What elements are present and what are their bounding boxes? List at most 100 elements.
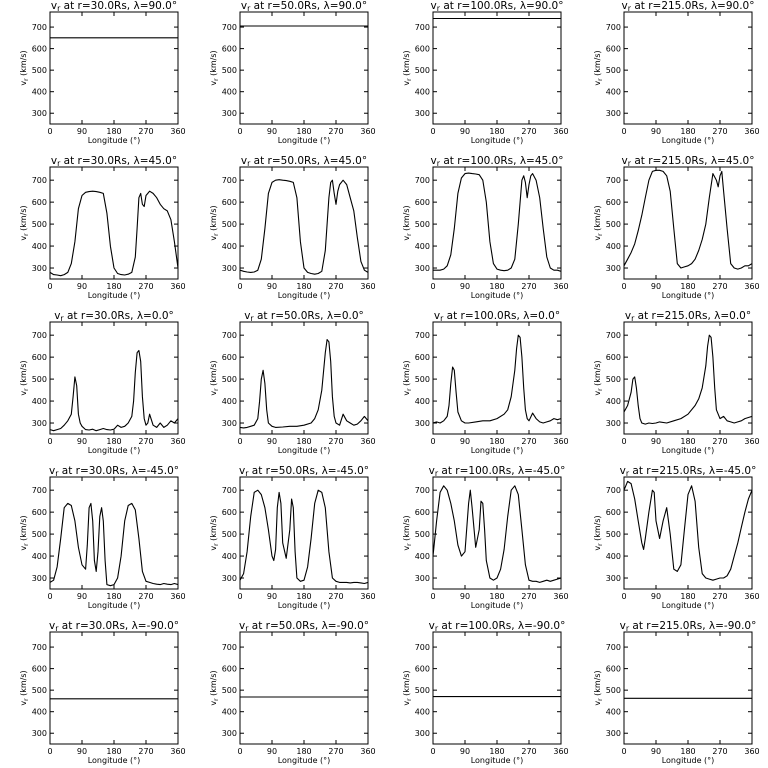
x-tick-label: 0 — [237, 747, 242, 756]
panel-0-3: vr at r=215.0Rs, λ=90.0° 0 90 180 270 360 300 4… — [593, 0, 760, 145]
y-tick-label: 500 — [32, 530, 47, 539]
x-tick-label: 360 — [170, 282, 185, 291]
x-axis-label: Longitude (°) — [471, 756, 524, 765]
y-tick-label: 700 — [606, 486, 621, 495]
x-tick-label: 270 — [138, 437, 153, 446]
x-tick-label: 180 — [489, 747, 504, 756]
y-tick-label: 400 — [415, 552, 430, 561]
series-line-0 — [624, 334, 752, 425]
x-tick-label: 270 — [712, 747, 727, 756]
y-tick-label: 600 — [606, 198, 621, 207]
chart-title: vr at r=215.0Rs, λ=45.0° — [622, 155, 755, 168]
x-tick-label: 90 — [267, 747, 277, 756]
x-tick-label: 180 — [489, 437, 504, 446]
chart-title: vr at r=50.0Rs, λ=-45.0° — [239, 465, 369, 478]
y-tick-label: 500 — [222, 686, 237, 695]
y-tick-label: 300 — [32, 264, 47, 273]
y-tick-label: 400 — [606, 552, 621, 561]
y-tick-label: 300 — [415, 419, 430, 428]
y-tick-label: 300 — [606, 419, 621, 428]
plot-frame — [623, 321, 753, 435]
series-line-0 — [624, 480, 752, 581]
plot-frame — [239, 321, 369, 435]
x-tick-label: 180 — [106, 747, 121, 756]
y-tick-label: 600 — [222, 665, 237, 674]
y-axis-label: vr (km/s) — [19, 205, 30, 240]
x-tick-label: 360 — [360, 437, 375, 446]
panel-4-2: vr at r=100.0Rs, λ=-90.0° 0 90 180 270 360 300… — [402, 620, 569, 765]
x-tick-label: 270 — [521, 127, 536, 136]
x-tick-label: 0 — [430, 592, 435, 601]
x-tick-label: 270 — [328, 437, 343, 446]
y-tick-label: 300 — [415, 264, 430, 273]
y-tick-label: 500 — [415, 66, 430, 75]
x-axis-label: Longitude (°) — [471, 291, 524, 300]
x-tick-label: 90 — [651, 282, 661, 291]
chart-title: vr at r=215.0Rs, λ=-45.0° — [620, 465, 757, 478]
y-tick-label: 700 — [415, 23, 430, 32]
x-tick-label: 90 — [77, 437, 87, 446]
x-tick-label: 360 — [360, 127, 375, 136]
x-tick-label: 90 — [460, 282, 470, 291]
x-tick-label: 180 — [296, 747, 311, 756]
y-tick-label: 600 — [32, 45, 47, 54]
y-tick-label: 300 — [606, 109, 621, 118]
y-tick-label: 700 — [606, 176, 621, 185]
x-tick-label: 360 — [744, 747, 759, 756]
y-tick-label: 700 — [222, 643, 237, 652]
chart-title: vr at r=100.0Rs, λ=-90.0° — [429, 620, 566, 633]
x-axis-label: Longitude (°) — [88, 601, 141, 610]
panel-0-1: vr at r=50.0Rs, λ=90.0° 0 90 180 270 360 300 40… — [209, 0, 376, 145]
plot-frame — [432, 631, 562, 745]
y-tick-label: 400 — [32, 552, 47, 561]
x-tick-label: 270 — [138, 282, 153, 291]
x-tick-label: 360 — [744, 437, 759, 446]
panel-1-3: vr at r=215.0Rs, λ=45.0° 0 90 180 270 360 300 4… — [593, 155, 760, 300]
x-tick-label: 270 — [138, 592, 153, 601]
y-tick-label: 500 — [415, 530, 430, 539]
x-tick-label: 90 — [77, 592, 87, 601]
y-tick-label: 300 — [222, 109, 237, 118]
y-tick-label: 700 — [606, 643, 621, 652]
y-axis-label: vr (km/s) — [593, 360, 604, 395]
chart-title: vr at r=50.0Rs, λ=0.0° — [244, 310, 364, 323]
x-tick-label: 180 — [106, 127, 121, 136]
x-tick-label: 0 — [430, 127, 435, 136]
x-tick-label: 270 — [138, 127, 153, 136]
panel-2-1: vr at r=50.0Rs, λ=0.0° 0 90 180 270 360 300 400… — [209, 310, 376, 455]
y-tick-label: 600 — [415, 45, 430, 54]
y-tick-label: 500 — [606, 220, 621, 229]
chart-title: vr at r=100.0Rs, λ=45.0° — [431, 155, 564, 168]
x-tick-label: 90 — [651, 437, 661, 446]
y-tick-label: 700 — [415, 176, 430, 185]
y-tick-label: 400 — [415, 88, 430, 97]
y-tick-label: 300 — [606, 729, 621, 738]
plot-frame — [239, 631, 369, 745]
plot-frame — [623, 166, 753, 280]
y-tick-label: 400 — [222, 88, 237, 97]
y-tick-label: 400 — [606, 88, 621, 97]
x-tick-label: 0 — [621, 127, 626, 136]
x-tick-label: 270 — [328, 747, 343, 756]
y-tick-label: 600 — [222, 45, 237, 54]
x-tick-label: 360 — [170, 747, 185, 756]
x-tick-label: 0 — [47, 127, 52, 136]
panel-1-2: vr at r=100.0Rs, λ=45.0° 0 90 180 270 360 300 4… — [402, 155, 569, 300]
y-axis-label: vr (km/s) — [402, 205, 413, 240]
series-line-0 — [433, 334, 561, 424]
x-axis-label: Longitude (°) — [278, 136, 331, 145]
y-tick-label: 700 — [606, 23, 621, 32]
x-tick-label: 90 — [267, 127, 277, 136]
y-tick-label: 600 — [32, 198, 47, 207]
y-tick-label: 700 — [222, 331, 237, 340]
plot-frame — [239, 166, 369, 280]
y-tick-label: 400 — [415, 708, 430, 717]
plot-frame — [49, 476, 179, 590]
x-axis-label: Longitude (°) — [662, 756, 715, 765]
chart-title: vr at r=100.0Rs, λ=90.0° — [431, 0, 564, 13]
y-tick-label: 700 — [32, 176, 47, 185]
y-tick-label: 400 — [606, 397, 621, 406]
x-tick-label: 270 — [521, 437, 536, 446]
y-tick-label: 500 — [415, 375, 430, 384]
